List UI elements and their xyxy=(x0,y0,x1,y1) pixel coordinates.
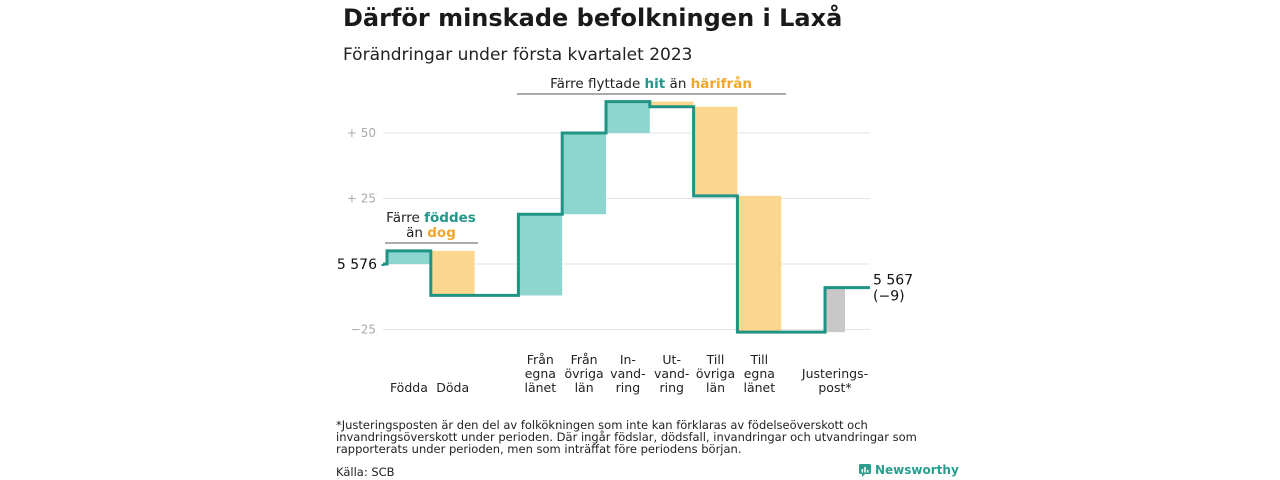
bars xyxy=(387,101,845,333)
start-value-label: 5 576 xyxy=(337,257,377,273)
bar-utvandring xyxy=(649,101,694,107)
y-tick-label: + 50 xyxy=(347,126,376,140)
category-label-line: Till xyxy=(706,352,725,367)
category-label-line: Från xyxy=(571,352,598,367)
category-label-line: länet xyxy=(743,380,775,395)
category-label-line: Till xyxy=(749,352,768,367)
category-label-line: ring xyxy=(659,380,683,395)
category-label-line: länet xyxy=(524,380,556,395)
migration-annotation: Färre flyttade hit än härifrån xyxy=(550,75,752,92)
births-annotation-line2: än dog xyxy=(406,225,456,241)
category-label-line: län xyxy=(706,380,725,395)
chart-title: Därför minskade befolkningen i Laxå xyxy=(343,4,843,32)
end-labels: 5 576 5 567(−9) xyxy=(337,257,913,305)
category-label-line: övriga xyxy=(564,366,603,381)
category-label-line: vand- xyxy=(654,366,689,381)
category-label-line: egna xyxy=(744,366,775,381)
category-label-line: post* xyxy=(818,380,851,395)
category-label-line: Ut- xyxy=(662,352,681,367)
gridlines xyxy=(383,132,870,330)
category-label-fran_ovriga: Från övriga län xyxy=(564,352,603,395)
y-tick-label: −25 xyxy=(351,323,376,337)
category-label-line: vand- xyxy=(610,366,645,381)
source-credit: Källa: SCB xyxy=(336,465,395,479)
category-label-fran_egna: Från egna länet xyxy=(524,352,556,395)
bar-fran_ovriga xyxy=(562,133,606,215)
category-label-till_ovriga: Till övriga län xyxy=(696,352,735,395)
category-label-line: egna xyxy=(525,366,556,381)
category-label-line: Döda xyxy=(436,380,469,395)
chart-subtitle: Förändringar under första kvartalet 2023 xyxy=(343,45,693,65)
category-label-line: Från xyxy=(527,352,554,367)
y-tick-label: + 25 xyxy=(347,192,376,206)
category-label-invandring: In-vand-ring xyxy=(610,352,645,395)
end-value-label: 5 567 xyxy=(873,273,913,289)
bar-fran_egna xyxy=(518,214,563,296)
bar-doda xyxy=(430,250,475,296)
category-label-till_egna: Till egna länet xyxy=(743,352,775,395)
bar-till_egna xyxy=(737,195,782,333)
category-label-fodda: Födda xyxy=(390,380,428,395)
bar-justering xyxy=(825,287,845,333)
category-label-line: Justerings- xyxy=(801,366,868,381)
bar-chart-logo-icon xyxy=(859,463,871,477)
brand-logo: Newsworthy xyxy=(859,463,959,477)
births-annotation-line1: Färre föddes xyxy=(386,210,476,226)
cumulative-line xyxy=(381,100,870,334)
category-label-line: ring xyxy=(616,380,640,395)
bar-invandring xyxy=(606,101,650,133)
footnote: *Justeringsposten är den del av folkökni… xyxy=(336,418,917,456)
end-change-label: (−9) xyxy=(873,289,905,305)
category-label-justering: Justerings-post* xyxy=(801,366,868,395)
category-label-line: In- xyxy=(620,352,636,367)
category-label-line: län xyxy=(575,380,594,395)
step-line xyxy=(383,100,870,334)
bar-till_ovriga xyxy=(693,106,738,196)
category-label-line: Födda xyxy=(390,380,428,395)
category-label-line: övriga xyxy=(696,366,735,381)
brand-name: Newsworthy xyxy=(875,463,959,477)
y-axis-ticks: + 50 + 25 −25 xyxy=(347,126,376,337)
category-label-doda: Döda xyxy=(436,380,469,395)
bar-fodda xyxy=(387,250,431,264)
category-label-utvandring: Ut-vand-ring xyxy=(654,352,689,395)
